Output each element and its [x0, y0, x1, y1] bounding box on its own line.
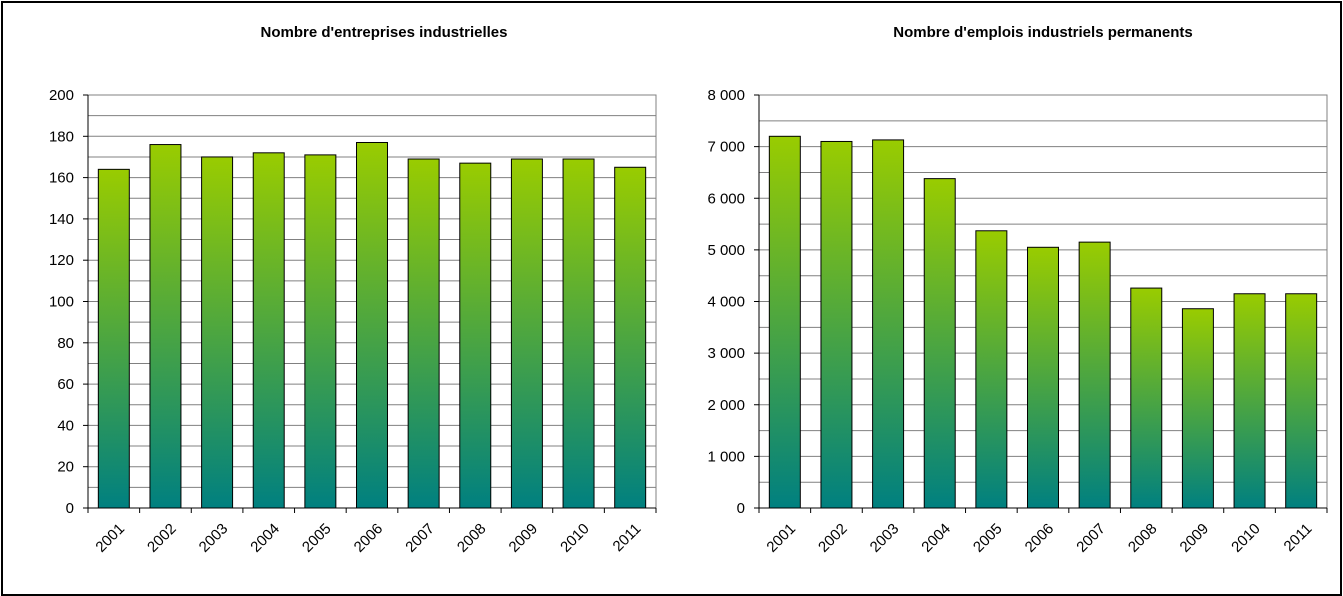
x-tick-label: 2001	[92, 520, 128, 556]
bar-2004	[923, 178, 956, 509]
bar-2003	[201, 156, 234, 509]
y-tick-label: 7 000	[707, 139, 745, 156]
y-tick-label: 20	[57, 459, 74, 476]
x-tick-label: 2003	[196, 520, 232, 556]
bar-2008	[459, 162, 492, 509]
bar-2011	[1285, 293, 1318, 509]
y-tick-label: 0	[737, 500, 745, 517]
y-tick-label: 180	[49, 128, 74, 145]
bar-2009	[1181, 308, 1214, 509]
y-tick-label: 140	[49, 211, 74, 228]
bar-2002	[820, 140, 853, 509]
bar-2001	[97, 168, 130, 509]
x-tick-label: 2007	[402, 520, 438, 556]
x-tick-label: 2008	[1125, 520, 1161, 556]
y-tick-label: 200	[49, 87, 74, 104]
y-tick-label: 60	[57, 376, 74, 393]
bar-2003	[872, 139, 905, 509]
y-tick-label: 8 000	[707, 87, 745, 104]
y-tick-label: 120	[49, 252, 74, 269]
x-tick-label: 2009	[506, 520, 542, 556]
bar-2010	[562, 158, 595, 509]
y-tick-label: 1 000	[707, 448, 745, 465]
bar-2007	[1078, 241, 1111, 509]
x-tick-label: 2002	[815, 520, 851, 556]
y-tick-label: 3 000	[707, 345, 745, 362]
bar-2005	[304, 154, 337, 509]
x-tick-label: 2002	[144, 520, 180, 556]
bar-2009	[510, 158, 543, 509]
bar-2005	[975, 230, 1008, 509]
y-tick-label: 0	[66, 500, 74, 517]
x-tick-label: 2006	[351, 520, 387, 556]
x-tick-label: 2006	[1022, 520, 1058, 556]
y-tick-label: 160	[49, 170, 74, 187]
bar-2004	[252, 152, 285, 509]
x-tick-label: 2005	[970, 520, 1006, 556]
x-tick-label: 2001	[763, 520, 799, 556]
x-tick-label: 2004	[918, 520, 954, 556]
bar-2002	[149, 144, 182, 509]
x-tick-label: 2011	[610, 520, 645, 555]
x-tick-label: 2010	[1228, 520, 1264, 556]
y-tick-label: 40	[57, 417, 74, 434]
x-tick-label: 2010	[557, 520, 593, 556]
y-tick-label: 4 000	[707, 294, 745, 311]
y-tick-label: 80	[57, 335, 74, 352]
bar-2008	[1130, 287, 1163, 509]
bar-2001	[768, 135, 801, 509]
bar-2010	[1233, 293, 1266, 509]
y-tick-label: 2 000	[707, 397, 745, 414]
x-tick-label: 2008	[454, 520, 490, 556]
x-tick-label: 2004	[247, 520, 283, 556]
x-tick-label: 2005	[299, 520, 335, 556]
chart-title: Nombre d'entreprises industrielles	[261, 24, 508, 41]
x-tick-label: 2009	[1177, 520, 1213, 556]
bar-2006	[356, 141, 388, 509]
x-tick-label: 2011	[1281, 520, 1316, 555]
y-tick-label: 6 000	[707, 190, 745, 207]
y-tick-label: 5 000	[707, 242, 745, 259]
x-tick-label: 2007	[1073, 520, 1109, 556]
bar-2007	[407, 158, 440, 509]
bar-2011	[614, 166, 647, 509]
chart-entreprises: Nombre d'entreprises industrielles 0 20 40…	[49, 24, 657, 556]
x-tick-label: 2003	[867, 520, 903, 556]
bar-2006	[1027, 246, 1059, 509]
y-tick-label: 100	[49, 294, 74, 311]
chart-title: Nombre d'emplois industriels permanents	[893, 24, 1192, 41]
chart-emplois: Nombre d'emplois industriels permanents …	[707, 24, 1328, 556]
